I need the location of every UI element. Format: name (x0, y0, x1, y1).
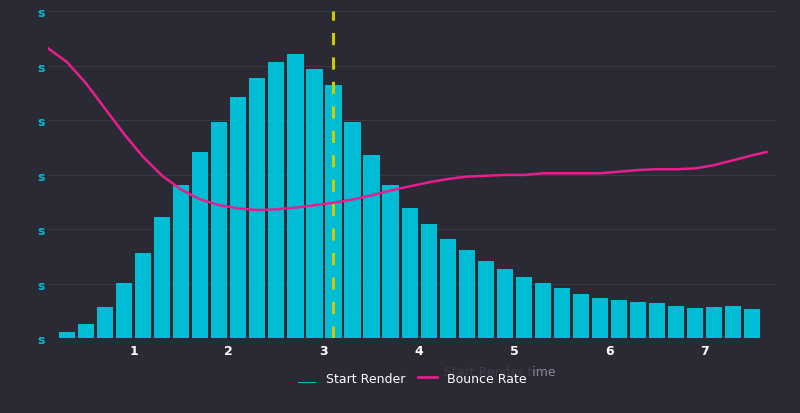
Bar (573, 294, 589, 339)
Bar (458, 251, 475, 339)
Bar (306, 69, 322, 339)
Bar (706, 308, 722, 339)
Bar (154, 218, 170, 339)
Bar (592, 298, 608, 339)
Bar (326, 86, 342, 339)
Bar (687, 309, 703, 339)
X-axis label: Start Render time: Start Render time (443, 365, 555, 378)
Bar (554, 288, 570, 339)
Bar (611, 300, 627, 339)
Bar (173, 185, 190, 339)
Bar (534, 283, 551, 339)
Bar (649, 304, 665, 339)
Bar (287, 55, 303, 339)
Bar (478, 261, 494, 339)
Bar (497, 269, 513, 339)
Bar (268, 63, 285, 339)
Bar (59, 332, 75, 339)
Bar (97, 308, 113, 339)
Bar (78, 324, 94, 339)
Bar (211, 123, 227, 339)
Bar (402, 208, 418, 339)
Bar (363, 155, 380, 339)
Bar (135, 253, 151, 339)
Bar (230, 98, 246, 339)
Bar (250, 79, 266, 339)
Bar (516, 278, 532, 339)
Bar (439, 239, 456, 339)
Bar (630, 302, 646, 339)
Bar (421, 225, 437, 339)
Legend: Start Render, Bounce Rate: Start Render, Bounce Rate (291, 366, 533, 391)
Bar (725, 306, 742, 339)
Bar (668, 306, 684, 339)
Bar (744, 309, 760, 339)
Bar (382, 185, 398, 339)
Bar (345, 123, 361, 339)
Bar (116, 283, 132, 339)
Bar (192, 153, 208, 339)
